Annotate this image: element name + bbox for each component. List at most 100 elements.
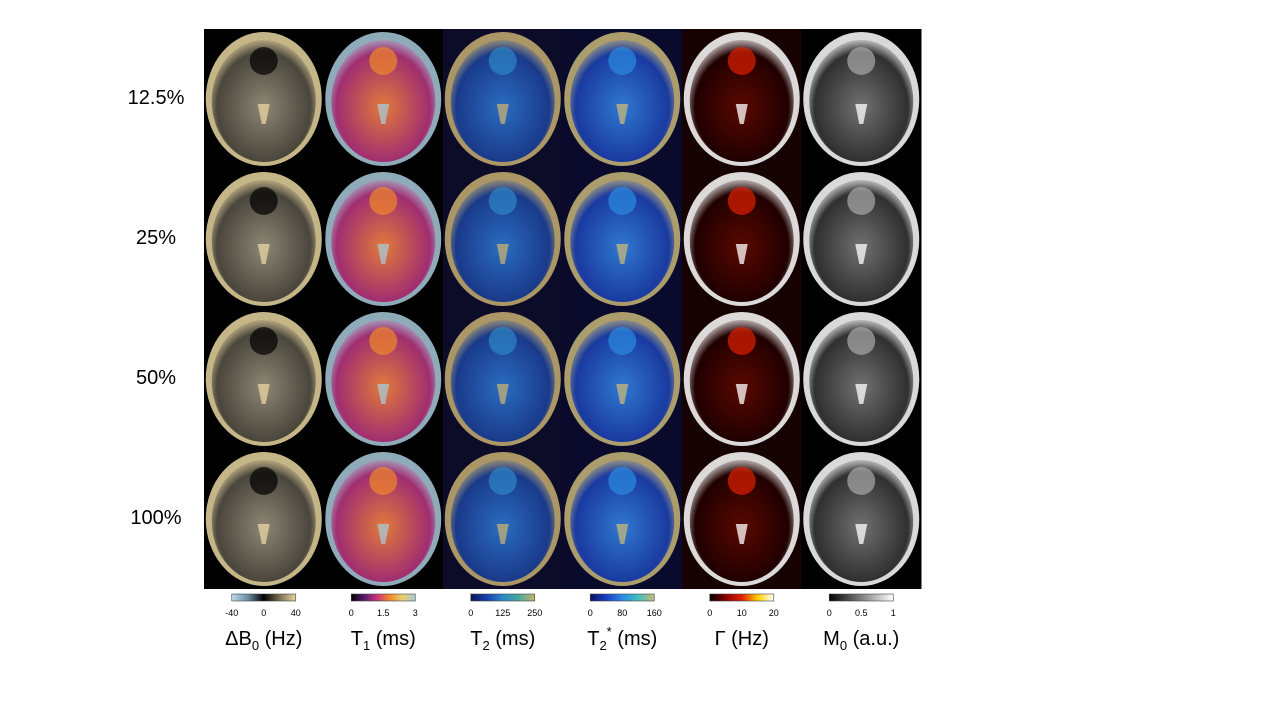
colorbar-tick-label: 1 (891, 608, 896, 618)
brain-feature (249, 187, 278, 215)
brain-ventricle (855, 384, 868, 404)
row-label: 100% (130, 507, 181, 529)
brain-map (689, 180, 794, 302)
column-label: M0 (a.u.) (823, 628, 899, 653)
brain-feature (608, 467, 637, 495)
brain-feature (369, 187, 398, 215)
brain-map (211, 40, 316, 162)
brain-map (570, 180, 675, 302)
label-main: Γ (715, 628, 726, 650)
colorbar (350, 593, 416, 602)
brain-map (331, 40, 436, 162)
brain-ventricle (855, 524, 868, 544)
colorbar-tick-label: 1.5 (377, 608, 390, 618)
label-unit: (ms) (370, 628, 416, 650)
label-unit: (a.u.) (847, 628, 899, 650)
colorbar-tick-label: 160 (647, 608, 662, 618)
label-main: M (823, 628, 840, 650)
colorbar-tick-label: -40 (225, 608, 238, 618)
brain-feature (608, 47, 637, 75)
label-subscript: 1 (363, 638, 370, 653)
colorbar-tick-label: 40 (291, 608, 301, 618)
brain-ventricle (616, 244, 629, 264)
colorbar-tick-label: 250 (527, 608, 542, 618)
brain-feature (488, 187, 517, 215)
brain-map (689, 460, 794, 582)
label-main: ΔB (225, 628, 252, 650)
brain-feature (249, 327, 278, 355)
brain-map (211, 460, 316, 582)
colorbar-tick-label: 3 (413, 608, 418, 618)
colorbar-tick-label: 0 (349, 608, 354, 618)
brain-feature (608, 327, 637, 355)
colorbar-tick-label: 0 (261, 608, 266, 618)
brain-feature (847, 47, 876, 75)
column-label: ΔB0 (Hz) (225, 628, 302, 653)
brain-feature (727, 467, 756, 495)
brain-feature (847, 467, 876, 495)
brain-ventricle (735, 104, 748, 124)
brain-ventricle (735, 524, 748, 544)
brain-feature (608, 187, 637, 215)
label-main: T (351, 628, 363, 650)
brain-feature (369, 467, 398, 495)
colorbar-tick-label: 80 (617, 608, 627, 618)
colorbar (709, 593, 775, 602)
brain-ventricle (496, 524, 509, 544)
brain-feature (249, 467, 278, 495)
label-unit: (Hz) (726, 628, 769, 650)
brain-ventricle (616, 524, 629, 544)
brain-ventricle (855, 244, 868, 264)
brain-map (809, 40, 914, 162)
colorbar-tick-label: 0 (827, 608, 832, 618)
brain-ventricle (496, 244, 509, 264)
brain-map (450, 460, 555, 582)
row-label: 50% (136, 367, 176, 389)
brain-feature (488, 467, 517, 495)
colorbar (231, 593, 297, 602)
brain-map (450, 40, 555, 162)
brain-feature (369, 327, 398, 355)
colorbar-tick-label: 0 (588, 608, 593, 618)
colorbar-tick-label: 0 (707, 608, 712, 618)
brain-ventricle (735, 384, 748, 404)
colorbar-tick-label: 10 (737, 608, 747, 618)
label-subscript: 0 (252, 638, 259, 653)
brain-map (331, 460, 436, 582)
label-subscript: 2 (482, 638, 489, 653)
brain-map (809, 460, 914, 582)
brain-map (450, 320, 555, 442)
brain-feature (847, 327, 876, 355)
brain-map (450, 180, 555, 302)
brain-feature (249, 47, 278, 75)
brain-feature (727, 327, 756, 355)
colorbar (470, 593, 536, 602)
label-main: T (470, 628, 482, 650)
brain-ventricle (616, 104, 629, 124)
brain-feature (727, 47, 756, 75)
label-superscript: * (607, 624, 612, 639)
brain-ventricle (735, 244, 748, 264)
colorbar (828, 593, 894, 602)
brain-map (570, 320, 675, 442)
brain-ventricle (496, 384, 509, 404)
brain-ventricle (377, 524, 390, 544)
brain-ventricle (377, 384, 390, 404)
label-subscript: 0 (840, 638, 847, 653)
brain-feature (488, 47, 517, 75)
label-subscript: 2 (599, 638, 606, 653)
column-label: T2 (ms) (470, 628, 535, 653)
brain-ventricle (616, 384, 629, 404)
column-label: T2* (ms) (587, 624, 657, 653)
brain-ventricle (257, 104, 270, 124)
brain-ventricle (257, 524, 270, 544)
brain-map (570, 460, 675, 582)
brain-map (331, 180, 436, 302)
brain-ventricle (855, 104, 868, 124)
label-unit: (Hz) (259, 628, 302, 650)
brain-feature (847, 187, 876, 215)
brain-map (570, 40, 675, 162)
row-label: 25% (136, 227, 176, 249)
brain-map (689, 320, 794, 442)
